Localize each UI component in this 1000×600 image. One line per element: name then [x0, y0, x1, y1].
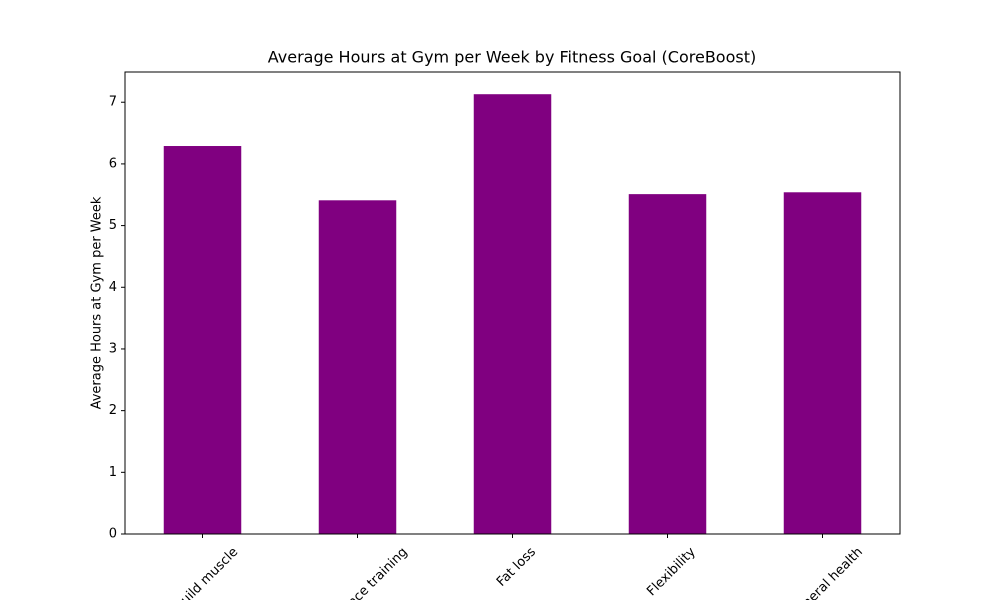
bar	[628, 194, 707, 534]
x-tick-label: Flexibility	[644, 544, 699, 599]
y-tick-label: 3	[109, 341, 117, 356]
bar	[163, 146, 242, 535]
x-tick-label: General health	[787, 545, 866, 600]
y-tick-label: 1	[109, 465, 117, 480]
bar	[473, 94, 552, 535]
plot-frame	[124, 71, 901, 535]
x-tick-label: Fat loss	[494, 545, 539, 590]
bar	[783, 192, 862, 534]
y-tick-label: 6	[109, 156, 117, 171]
x-tick-label: Endurance training	[312, 545, 410, 600]
y-tick-label: 4	[109, 280, 117, 295]
chart-title: Average Hours at Gym per Week by Fitness…	[268, 48, 756, 67]
y-tick-label: 5	[109, 218, 117, 233]
x-tick-label: Build muscle	[172, 545, 241, 600]
y-axis-label: Average Hours at Gym per Week	[90, 196, 105, 409]
bar	[318, 200, 397, 534]
y-tick-label: 7	[109, 95, 117, 110]
y-tick-label: 0	[109, 527, 117, 542]
y-tick-label: 2	[109, 403, 117, 418]
